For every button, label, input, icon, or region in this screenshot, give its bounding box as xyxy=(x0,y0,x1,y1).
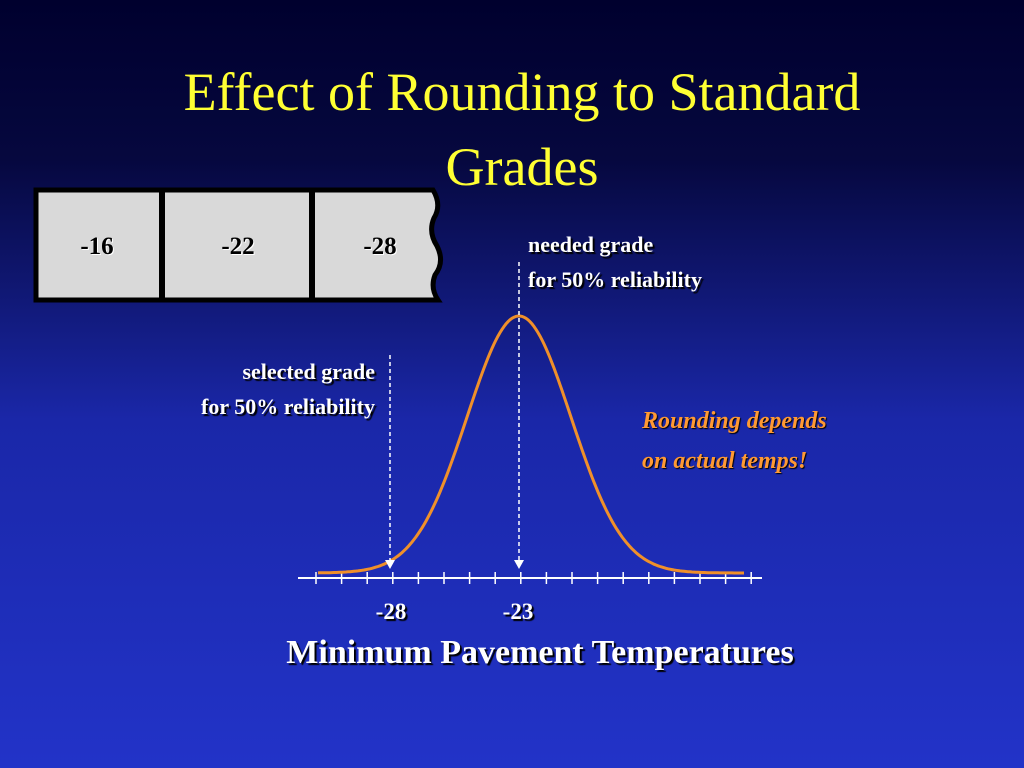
grade: -28 xyxy=(363,233,397,260)
note: Rounding depends xyxy=(642,408,827,434)
tick-label: -28 xyxy=(375,599,407,624)
note: on actual temps! xyxy=(642,448,808,474)
arrow-head xyxy=(514,560,524,569)
selected-label: selected grade xyxy=(242,359,375,384)
tick-label: -23 xyxy=(502,599,534,624)
needed-label: for 50% reliability xyxy=(528,267,702,292)
selected-label: for 50% reliability xyxy=(201,394,375,419)
needed-label: needed grade xyxy=(528,232,654,257)
axis-title: Minimum Pavement Temperatures xyxy=(286,634,794,671)
grade-box xyxy=(33,187,443,303)
arrow-head xyxy=(385,560,395,569)
distribution-curve xyxy=(317,314,744,575)
grade: -22 xyxy=(221,233,255,260)
title: Effect of Rounding to Standard Grades xyxy=(183,62,861,197)
grade: -16 xyxy=(80,233,114,260)
